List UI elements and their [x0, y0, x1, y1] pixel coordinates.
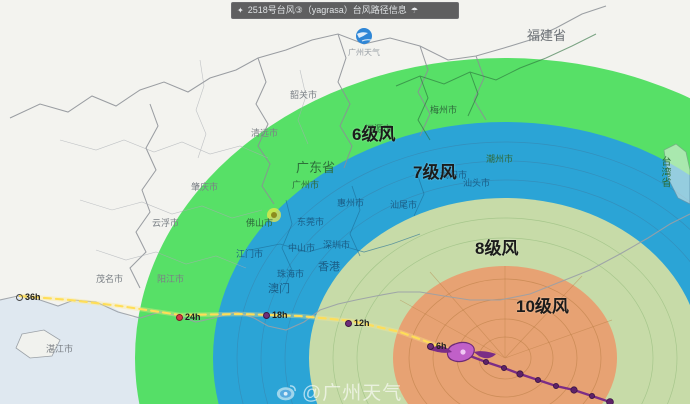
- city-label: 茂名市: [96, 274, 124, 284]
- province-label-taiwan: 台湾省: [661, 157, 672, 189]
- weibo-watermark: @广州天气: [276, 378, 402, 404]
- forecast-track-glow: [19, 293, 451, 353]
- province-label-fujian: 福建省: [527, 28, 567, 43]
- province-borders-on-green: [395, 33, 597, 141]
- weibo-icon: [276, 384, 296, 400]
- city-label: 揭阳市: [440, 170, 468, 180]
- city-label: 东莞市: [297, 217, 325, 227]
- typhoon-info-header-bar[interactable]: ✦ 2518号台风③（yagrasa）台风路径信息 ☂: [231, 2, 459, 19]
- weibo-handle: @广州天气: [302, 383, 403, 404]
- city-label: 惠州市: [337, 198, 365, 208]
- station-logo: 广州天气: [348, 27, 380, 58]
- track-time-marker[interactable]: 36h: [16, 292, 41, 302]
- city-label: 阳江市: [157, 274, 185, 284]
- city-label: 佛山市: [246, 218, 274, 228]
- city-label: 云浮市: [152, 218, 180, 228]
- track-time-marker[interactable]: 6h: [427, 341, 447, 351]
- coastline: [0, 213, 690, 331]
- province-label-guangdong: 广东省: [296, 160, 336, 175]
- city-label: 肇庆市: [191, 182, 219, 192]
- typhoon-eye-symbol[interactable]: [430, 341, 496, 363]
- city-label: 香港: [318, 261, 340, 273]
- county-borders-on-blue: [249, 169, 425, 293]
- city-label: 深圳市: [323, 240, 351, 250]
- track-marker-dot: [427, 342, 434, 350]
- city-label: 清远市: [251, 128, 279, 138]
- guangzhou-marker: [267, 208, 281, 222]
- city-label: 汕头市: [463, 178, 491, 188]
- city-label: 珠海市: [277, 269, 305, 279]
- track-marker-label: 18h: [272, 310, 288, 320]
- city-label: 湛江市: [46, 344, 74, 354]
- track-marker-label: 24h: [185, 312, 201, 322]
- header-title: 2518号台风③（yagrasa）台风路径信息: [247, 5, 407, 15]
- wind-zone-6-label: 6级风: [352, 125, 396, 144]
- wind-zone-10-label: 10级风: [516, 297, 569, 316]
- province-borders: [9, 5, 607, 289]
- city-label: 江门市: [236, 249, 264, 259]
- wind-zone-8-label: 8级风: [475, 239, 519, 258]
- city-label: 澳门: [268, 283, 290, 295]
- track-marker-label: 36h: [25, 292, 41, 302]
- history-track-nodes: [482, 358, 614, 404]
- city-label: 韶关市: [290, 90, 318, 100]
- track-marker-dot: [176, 313, 183, 321]
- track-marker-dot: [263, 311, 270, 319]
- typhoon-icon: ✦: [237, 5, 244, 15]
- umbrella-icon[interactable]: ☂: [410, 5, 418, 15]
- wind-zone-7-label: 7级风: [413, 163, 457, 182]
- county-borders: [59, 59, 309, 269]
- city-label: 汕尾市: [390, 200, 418, 210]
- taiwan-landmass: [663, 143, 690, 205]
- city-label: 河源市: [365, 124, 393, 134]
- track-marker-dot: [16, 293, 23, 301]
- city-label: 梅州市: [430, 105, 458, 115]
- city-label: 潮州市: [486, 154, 514, 164]
- wind-guide-arcs-green: [332, 217, 678, 404]
- island-detail: [15, 329, 61, 359]
- wind-guide-arcs-blue: [236, 141, 690, 404]
- wind-radial-spokes: [399, 266, 613, 359]
- wind-zone-10-region: [393, 266, 617, 404]
- track-time-marker[interactable]: 12h: [345, 318, 370, 328]
- track-marker-label: 6h: [436, 341, 447, 351]
- globe-icon: [356, 28, 372, 44]
- forecast-track-line: [18, 294, 452, 352]
- track-marker-dot: [345, 319, 352, 327]
- track-marker-label: 12h: [354, 318, 370, 328]
- track-time-marker[interactable]: 18h: [263, 310, 288, 320]
- city-label: 广州市: [292, 180, 320, 190]
- station-logo-label: 广州天气: [348, 48, 380, 57]
- track-time-marker[interactable]: 24h: [176, 312, 201, 322]
- city-label: 中山市: [288, 243, 316, 253]
